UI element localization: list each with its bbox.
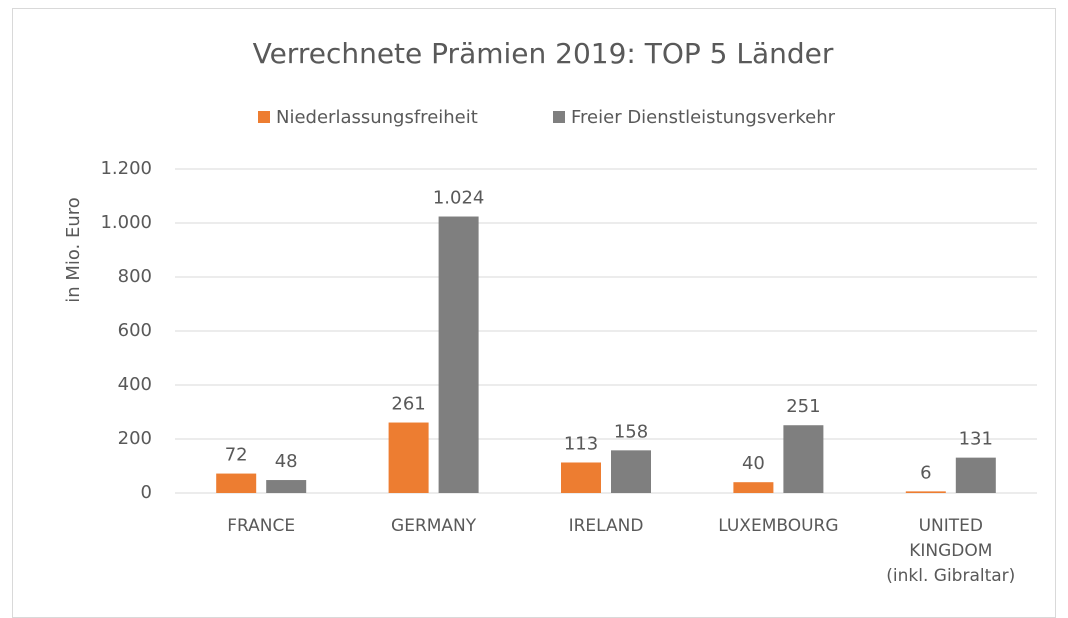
y-tick-label: 1.200: [100, 158, 152, 179]
bar: [733, 482, 774, 493]
bar: [783, 425, 824, 493]
bar: [561, 462, 601, 493]
y-axis-label: in Mio. Euro: [63, 197, 84, 303]
data-label: 113: [564, 433, 598, 454]
legend-swatch: [258, 111, 270, 123]
legend-label: Niederlassungsfreiheit: [276, 107, 478, 128]
y-tick-label: 1.000: [100, 212, 152, 233]
chart-title: Verrechnete Prämien 2019: TOP 5 Länder: [253, 37, 834, 70]
x-tick-label: LUXEMBOURG: [718, 516, 839, 536]
bar: [438, 216, 479, 493]
y-tick-label: 0: [141, 482, 152, 503]
bar: [216, 473, 257, 493]
data-label: 1.024: [433, 188, 485, 209]
x-tick-label: IRELAND: [568, 516, 644, 536]
legend-label: Freier Dienstleistungsverkehr: [571, 107, 836, 128]
data-label: 261: [391, 394, 425, 415]
bar: [388, 422, 429, 493]
bar: [266, 480, 307, 493]
x-tick-label: UNITED KINGDOM (inkl. Gibraltar): [886, 516, 1016, 586]
data-label: 158: [614, 421, 648, 442]
x-tick-label: GERMANY: [391, 516, 477, 536]
y-tick-label: 200: [118, 428, 152, 449]
data-label: 72: [225, 445, 248, 466]
legend-swatch: [553, 111, 565, 123]
data-label: 48: [275, 451, 298, 472]
bar: [611, 450, 651, 493]
data-label: 40: [742, 453, 765, 474]
bar: [905, 491, 946, 493]
data-label: 6: [920, 462, 931, 483]
y-tick-label: 400: [118, 374, 152, 395]
y-tick-label: 800: [118, 266, 152, 287]
x-tick-label: FRANCE: [227, 516, 296, 536]
y-tick-label: 600: [118, 320, 152, 341]
bar: [955, 457, 996, 493]
data-label: 251: [786, 396, 820, 417]
data-label: 131: [959, 429, 993, 450]
